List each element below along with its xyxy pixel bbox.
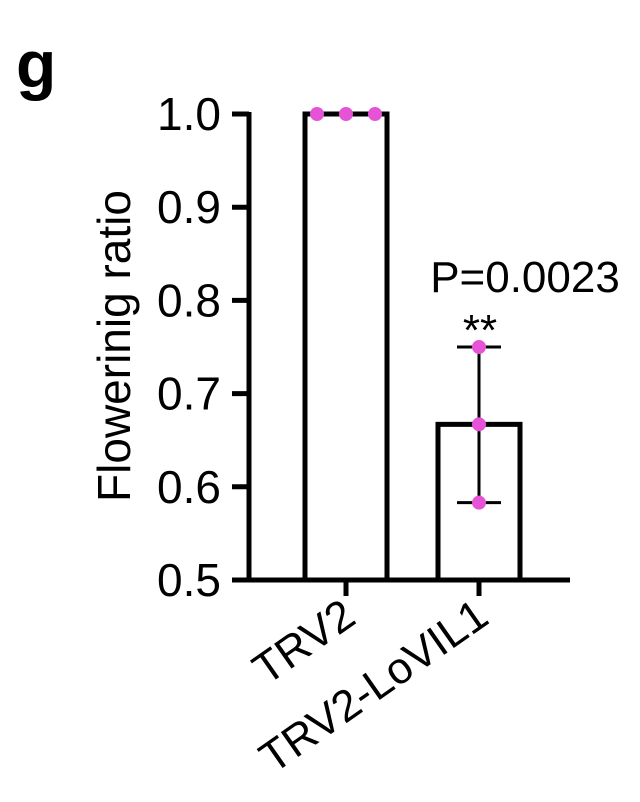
y-axis: 0.5 0.6 0.7 0.8 0.9 1.0 — [157, 88, 252, 606]
data-point — [339, 107, 353, 121]
bar — [302, 111, 390, 583]
data-point — [310, 107, 324, 121]
panel-label: g — [16, 27, 56, 101]
data-point — [472, 495, 486, 510]
data-point — [472, 417, 486, 432]
p-value-annotation: P=0.0023 — [430, 253, 620, 302]
y-tick-label: 0.6 — [157, 461, 221, 513]
y-tick-label: 0.8 — [157, 274, 221, 326]
bars — [302, 111, 523, 583]
y-tick-label: 1.0 — [157, 88, 221, 140]
y-tick-label: 0.9 — [157, 181, 221, 233]
data-point — [472, 340, 486, 354]
x-tick-label: TRV2-LoVIL1 — [251, 590, 497, 783]
data-point — [368, 107, 382, 121]
y-tick-label: 0.5 — [157, 554, 221, 606]
data-points — [310, 107, 486, 510]
significance-annotation: ** — [463, 306, 497, 355]
y-tick-label: 0.7 — [157, 368, 221, 420]
y-axis-label: Flowerinig ratio — [88, 190, 140, 502]
